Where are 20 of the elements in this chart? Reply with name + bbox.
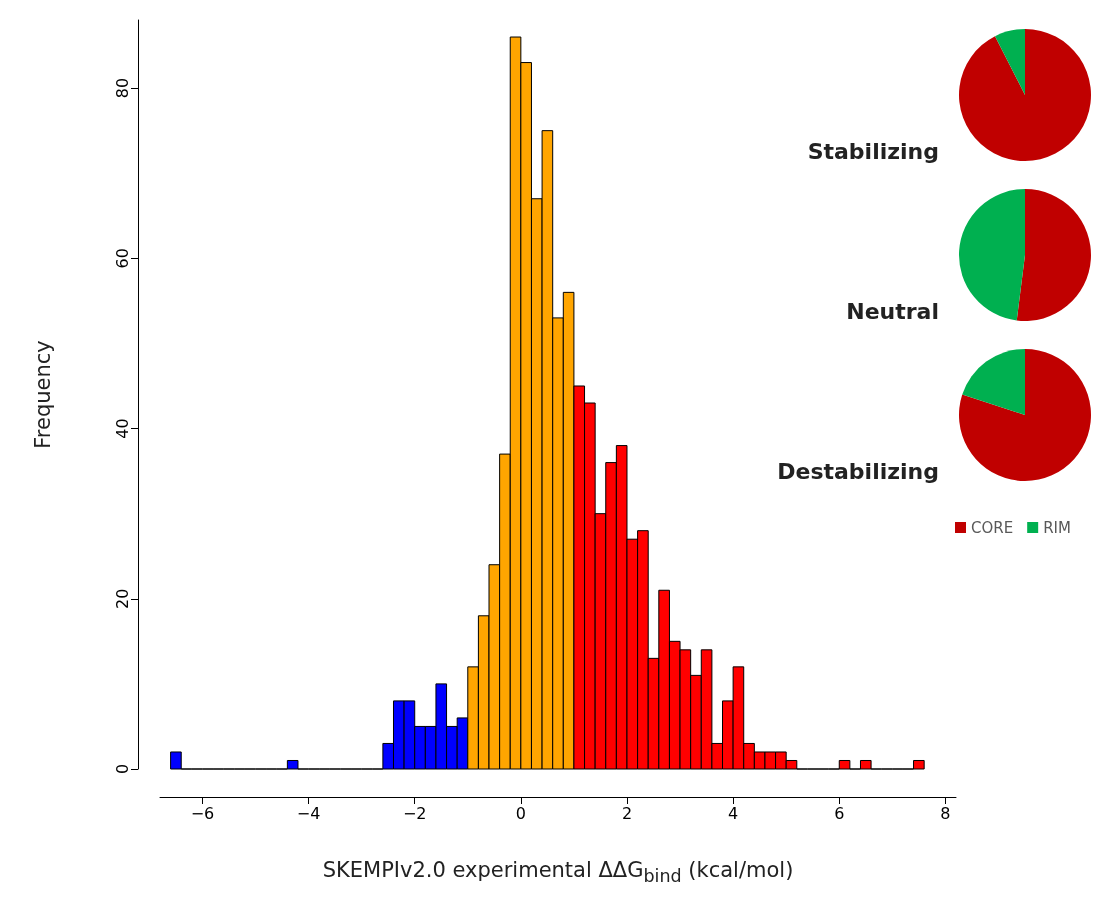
y-axis-title: Frequency	[30, 340, 55, 449]
x-tick-label: 4	[728, 803, 739, 823]
x-tick-label: 6	[834, 803, 845, 823]
x-tick-label: −6	[190, 803, 215, 823]
y-tick-label: 80	[112, 77, 132, 99]
x-axis-title: SKEMPIv2.0 experimental ΔΔG$_{bind}$ (kcal/mol)	[321, 858, 795, 887]
legend-label: CORE	[971, 518, 1014, 537]
y-tick-label: 0	[112, 763, 132, 775]
slice-label: Destabilizing	[777, 458, 940, 484]
x-tick-label: 8	[940, 803, 951, 823]
legend-label: RIM	[1043, 518, 1071, 537]
y-tick-label: 60	[112, 248, 132, 269]
y-tick-label: 40	[112, 418, 132, 439]
slice-label: Neutral	[846, 298, 939, 324]
x-tick-label: −2	[402, 803, 427, 823]
x-tick-label: 2	[621, 803, 633, 823]
x-tick-label: −4	[296, 803, 321, 823]
y-tick-label: 20	[112, 588, 132, 609]
x-tick-label: 0	[515, 803, 526, 823]
slice-label: Stabilizing	[807, 138, 940, 164]
